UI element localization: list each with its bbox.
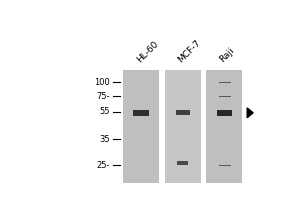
Text: 55: 55 [99,107,110,116]
Bar [123,70,159,183]
Bar [177,161,188,165]
Text: 75-: 75- [96,92,110,101]
Polygon shape [247,108,253,118]
Bar [134,110,149,116]
Bar [176,110,190,115]
Text: HL-60: HL-60 [135,39,160,64]
Text: 25-: 25- [96,161,110,170]
Bar [217,110,232,116]
Bar [206,70,242,183]
Bar [165,70,200,183]
Text: 35: 35 [99,135,110,144]
Text: MCF-7: MCF-7 [176,38,202,64]
Text: 100: 100 [94,78,110,87]
Text: Raji: Raji [218,46,236,64]
